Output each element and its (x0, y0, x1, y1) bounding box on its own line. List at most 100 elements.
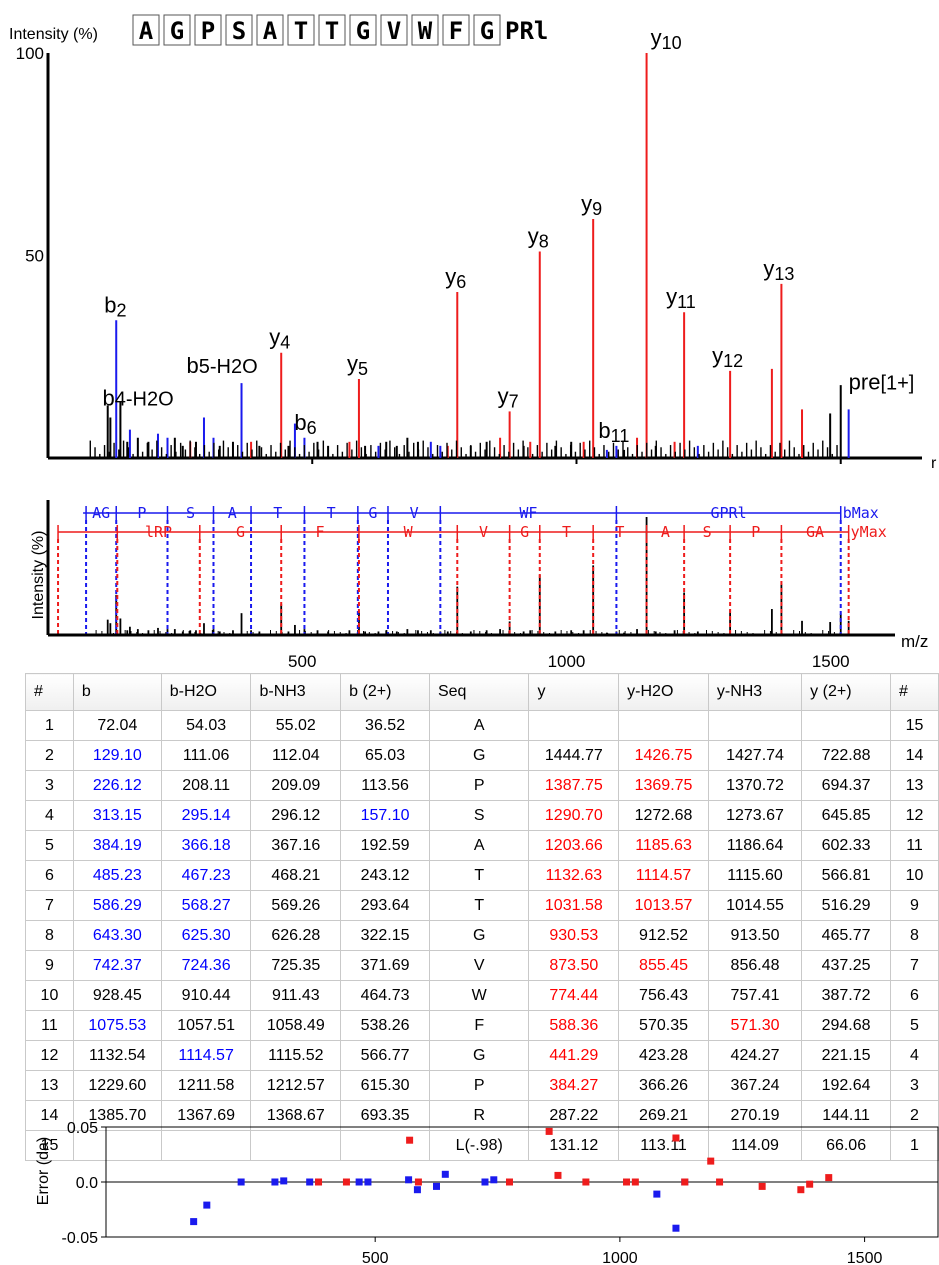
table-cell: 7 (890, 950, 939, 981)
column-header[interactable]: y-H2O (618, 673, 709, 711)
table-cell: 112.04 (250, 740, 342, 771)
error-point-b (481, 1178, 489, 1186)
column-header[interactable]: b-H2O (160, 673, 252, 711)
y-ladder-residue: T (562, 523, 571, 541)
error-point-y (672, 1134, 680, 1142)
error-point-y (414, 1178, 422, 1186)
table-cell: 366.18 (160, 830, 252, 861)
table-cell: 1132.63 (528, 860, 620, 891)
peptide-box (349, 14, 377, 46)
column-header[interactable]: Seq (428, 673, 530, 711)
error-point-y (797, 1186, 805, 1194)
column-header[interactable]: b (72, 673, 162, 711)
peptide-residue: G (170, 17, 184, 45)
table-row: 9 742.37 724.36 725.35 371.69 V 873.50 855.45 85… (25, 950, 939, 981)
peak-annotation: y9 (581, 191, 602, 219)
table-cell: 192.64 (801, 1070, 891, 1101)
column-header[interactable]: b (2+) (340, 673, 430, 711)
table-cell: 4 (25, 800, 74, 831)
table-cell: 13 (890, 770, 939, 801)
table-row: 5 384.19 366.18 367.16 192.59 A 1203.66 1185.63… (25, 830, 939, 861)
table-cell: 269.21 (618, 1100, 709, 1131)
peak-annotation: b5-H2O (187, 353, 258, 378)
b-ladder-residue: T (273, 504, 282, 522)
error-point-y (707, 1157, 715, 1165)
peak-annotation: b6 (294, 410, 316, 438)
error-point-b (441, 1170, 449, 1178)
table-row: 14 1385.70 1367.69 1368.67 693.35 R 287.22 269.… (25, 1100, 939, 1131)
table-cell: 1203.66 (528, 830, 620, 861)
table-cell: 131.12 (528, 1130, 620, 1161)
error-point-y (315, 1178, 323, 1186)
table-cell: F (428, 1010, 530, 1041)
column-header[interactable]: y (2+) (801, 673, 891, 711)
column-header[interactable]: y-NH3 (707, 673, 803, 711)
table-cell: 113.11 (618, 1130, 709, 1161)
table-cell: 129.10 (72, 740, 162, 771)
table-cell: 465.77 (801, 920, 891, 951)
table-cell: 3 (890, 1070, 939, 1101)
y-ladder-residue: S (703, 523, 712, 541)
error-point-y (505, 1178, 513, 1186)
peak-annotation: y11 (666, 284, 696, 312)
table-cell: 643.30 (72, 920, 162, 951)
table-row: 4 313.15 295.14 296.12 157.10 S 1290.70 1272.68… (25, 800, 939, 831)
error-point-b (237, 1178, 245, 1186)
table-cell: 1186.64 (707, 830, 803, 861)
peptide-residue: G (356, 17, 370, 45)
annotation-index: [1+] (880, 372, 914, 394)
peptide-box (163, 14, 191, 46)
peptide-residue: W (418, 17, 433, 45)
annotation-ion: y (528, 223, 539, 248)
error-points (190, 1127, 833, 1232)
table-cell: 11 (890, 830, 939, 861)
peptide-residue: T (294, 17, 308, 45)
table-cell: L(-.98) (428, 1130, 530, 1161)
table-cell: 725.35 (250, 950, 342, 981)
table-cell: 12 (25, 1040, 74, 1071)
table-cell: 55.02 (250, 710, 342, 741)
table-cell: 1114.57 (618, 860, 709, 891)
annotation-index: 13 (774, 264, 794, 284)
table-cell: 1114.57 (160, 1040, 252, 1071)
table-cell: A (428, 710, 530, 741)
table-cell: 295.14 (160, 800, 252, 831)
table-cell: 626.28 (250, 920, 342, 951)
error-point-y (406, 1136, 414, 1144)
error-y-axis-label: Error (da) (35, 1137, 52, 1205)
peptide-residue: V (387, 17, 401, 45)
table-cell: 2 (890, 1100, 939, 1131)
y-ladder-residue: V (479, 523, 488, 541)
table-cell: 645.85 (801, 800, 891, 831)
column-header[interactable]: b-NH3 (250, 673, 342, 711)
peptide-box (225, 14, 253, 46)
column-header[interactable]: # (25, 673, 74, 711)
b-ladder-residue: G (368, 504, 377, 522)
error-point-y (681, 1178, 689, 1186)
table-cell: 293.64 (340, 890, 430, 921)
table-cell: G (428, 920, 530, 951)
table-cell: 294.68 (801, 1010, 891, 1041)
error-x-tick-label: 1500 (847, 1250, 883, 1265)
peptide-box (132, 14, 160, 46)
coverage-x-tick-label: 1000 (548, 652, 586, 670)
peak-annotation: y5 (347, 351, 368, 379)
table-cell: 1427.74 (707, 740, 803, 771)
table-cell: 15 (25, 1130, 74, 1161)
column-header[interactable]: # (890, 673, 939, 711)
peak-annotation: y7 (498, 383, 519, 411)
annotation-index: 11 (677, 292, 696, 312)
error-point-b (203, 1201, 211, 1209)
table-row: 13 1229.60 1211.58 1212.57 615.30 P 384.27 366.… (25, 1070, 939, 1101)
peptide-residue: P (201, 17, 215, 45)
table-cell: 8 (25, 920, 74, 951)
table-cell: W (428, 980, 530, 1011)
b-ladder-residue: WF (519, 504, 537, 522)
table-cell (618, 710, 709, 741)
column-header[interactable]: y (528, 673, 620, 711)
error-point-b (653, 1190, 661, 1198)
table-cell: 1013.57 (618, 890, 709, 921)
table-cell (72, 1130, 162, 1161)
table-cell: 72.04 (72, 710, 162, 741)
